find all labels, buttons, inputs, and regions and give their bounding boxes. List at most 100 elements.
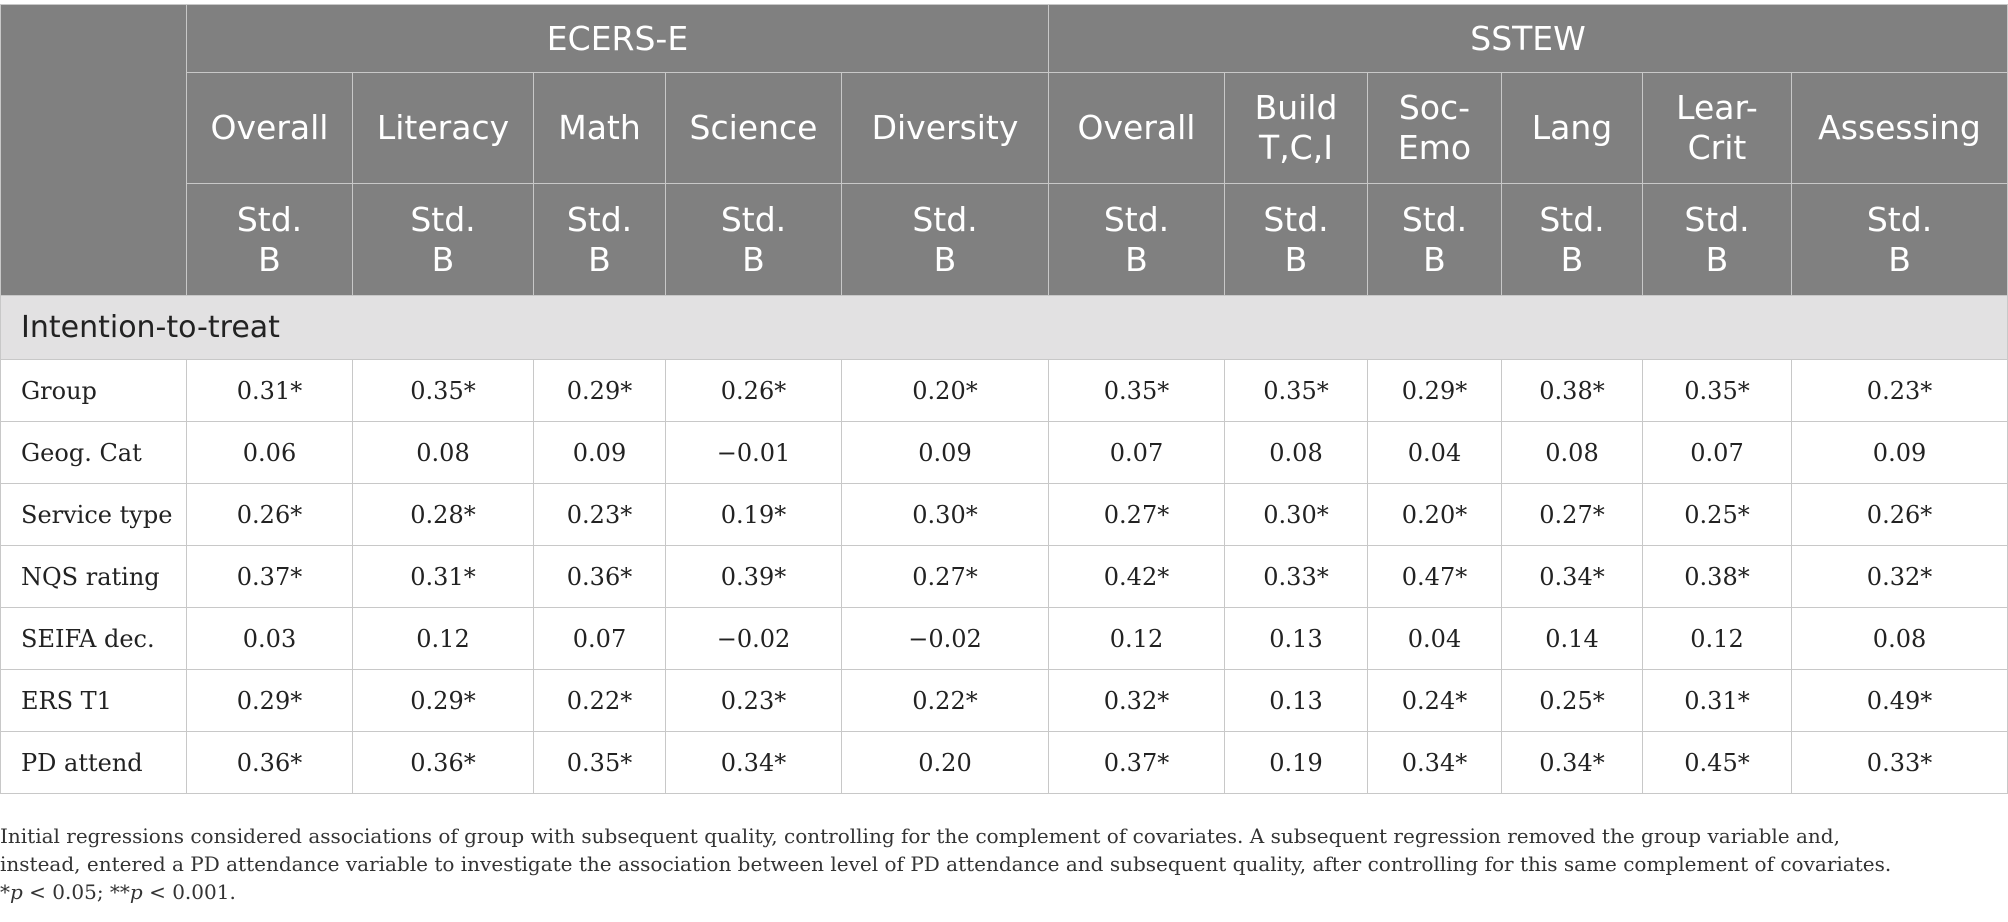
table-cell: 0.29* xyxy=(533,359,666,422)
column-header-text: T,C,I xyxy=(1259,128,1333,167)
stat-header-text: B xyxy=(431,239,455,279)
table-cell: 0.23* xyxy=(1790,359,2008,422)
table-cell: 0.19 xyxy=(1224,731,1368,794)
table-cell: 0.07 xyxy=(1048,421,1225,484)
stat-header-text: B xyxy=(258,239,281,279)
stat-header-text: B xyxy=(1560,239,1584,279)
table-cell: 0.34* xyxy=(1501,731,1643,794)
table-body: Intention-to-treat Group 0.31* 0.35* 0.29* 0… xyxy=(0,295,2008,794)
stat-header-text: Std. xyxy=(1684,199,1750,239)
row-label: Service type xyxy=(0,483,187,546)
column-header: Soc- Emo xyxy=(1367,72,1502,184)
table-cell: 0.32* xyxy=(1048,669,1225,732)
table-cell: 0.08 xyxy=(1224,421,1368,484)
column-header: Assessing xyxy=(1790,72,2008,184)
table-cell: 0.09 xyxy=(841,421,1049,484)
table-cell: 0.38* xyxy=(1501,359,1643,422)
table-cell: 0.13 xyxy=(1224,669,1368,732)
row-label: Geog. Cat xyxy=(0,421,187,484)
row-label: SEIFA dec. xyxy=(0,607,187,670)
stat-header: Std. B xyxy=(1501,183,1643,296)
column-header-text: Literacy xyxy=(376,108,510,147)
table-cell: 0.26* xyxy=(665,359,842,422)
stat-header: Std. B xyxy=(186,183,353,296)
table-header: ECERS-E SSTEW Overall Literacy Math Science… xyxy=(0,4,2008,296)
table-cell: 0.33* xyxy=(1224,545,1368,608)
group-header-sstew: SSTEW xyxy=(1047,4,2008,73)
table-cell: 0.26* xyxy=(186,483,353,546)
subheader-row: Overall Literacy Math Science Diversity Overa… xyxy=(1,72,2008,184)
group-header-row: ECERS-E SSTEW xyxy=(0,4,2008,296)
column-header-text: Overall xyxy=(210,108,329,147)
table-cell: 0.28* xyxy=(352,483,534,546)
column-header-text: Lang xyxy=(1531,108,1613,147)
stat-header: Std. B xyxy=(352,183,534,296)
column-header: Diversity xyxy=(841,72,1049,184)
table-cell: 0.14 xyxy=(1501,607,1643,670)
sig-star-1: * xyxy=(0,880,10,904)
table-cell: 0.25* xyxy=(1642,483,1792,546)
stat-header-text: Std. xyxy=(236,199,303,239)
column-header-text: Emo xyxy=(1397,128,1472,167)
table-cell: 0.13 xyxy=(1224,607,1368,670)
table-cell: 0.27* xyxy=(1048,483,1225,546)
sig-p-1: p xyxy=(10,880,23,904)
stat-header-text: Std. xyxy=(1263,199,1329,239)
table-cell: 0.49* xyxy=(1790,669,2008,732)
table-cell: 0.31* xyxy=(1642,669,1792,732)
column-header-text: Overall xyxy=(1077,108,1196,147)
column-header: Overall xyxy=(186,72,353,184)
table-cell: 0.31* xyxy=(186,359,353,422)
note-line: instead, entered a PD attendance variabl… xyxy=(0,852,1892,876)
stat-header: Std. B xyxy=(1048,183,1225,296)
table-cell: 0.36* xyxy=(533,545,666,608)
stat-header-text: B xyxy=(1888,239,1911,279)
table-cell: 0.39* xyxy=(665,545,842,608)
column-header: Overall xyxy=(1048,72,1225,184)
table-cell: 0.30* xyxy=(841,483,1049,546)
table-cell: 0.37* xyxy=(186,545,353,608)
table-cell: 0.35* xyxy=(533,731,666,794)
table-cell: 0.20 xyxy=(841,731,1049,794)
column-header: Build T,C,I xyxy=(1224,72,1368,184)
row-label: NQS rating xyxy=(0,545,187,608)
sig-p-2: p xyxy=(129,880,143,904)
table-cell: 0.30* xyxy=(1224,483,1368,546)
table-cell: 0.42* xyxy=(1048,545,1225,608)
table-cell: 0.38* xyxy=(1642,545,1792,608)
column-header-text: Science xyxy=(689,108,818,147)
stat-header-text: B xyxy=(1284,239,1308,279)
table-cell: 0.35* xyxy=(1224,359,1368,422)
table-cell: 0.29* xyxy=(1367,359,1502,422)
table-cell: 0.08 xyxy=(1501,421,1643,484)
table-cell: 0.35* xyxy=(1048,359,1225,422)
table-cell: 0.12 xyxy=(352,607,534,670)
column-header-text: Math xyxy=(558,108,641,147)
stat-header-text: Std. xyxy=(410,199,476,239)
table-cell: 0.36* xyxy=(352,731,534,794)
column-header-text: Crit xyxy=(1687,128,1747,167)
table-row: Group 0.31* 0.35* 0.29* 0.26* 0.20* 0.35* 0.35*… xyxy=(0,359,2008,422)
table-row: Service type 0.26* 0.28* 0.23* 0.19* 0.30* 0.2… xyxy=(0,483,2008,546)
stat-header-text: Std. xyxy=(912,199,978,239)
stat-header: Std. B xyxy=(1642,183,1792,296)
table-cell: 0.35* xyxy=(1642,359,1792,422)
column-header: Lang xyxy=(1501,72,1643,184)
table-cell: 0.34* xyxy=(665,731,842,794)
table-cell: 0.06 xyxy=(186,421,353,484)
sig-threshold-2: < 0.001. xyxy=(142,880,236,904)
stat-header-text: Std. xyxy=(720,199,787,239)
sig-star-2: ** xyxy=(109,880,130,904)
table-cell: 0.33* xyxy=(1790,731,2008,794)
column-header: Science xyxy=(665,72,842,184)
table-cell: 0.04 xyxy=(1367,607,1502,670)
column-header-text: Diversity xyxy=(871,108,1019,147)
stat-header: Std. B xyxy=(665,183,842,296)
table-cell: 0.45* xyxy=(1642,731,1792,794)
stat-header-text: B xyxy=(1705,239,1729,279)
stat-header: Std. B xyxy=(841,183,1049,296)
stat-header-text: B xyxy=(1125,239,1148,279)
significance-note: *p < 0.05; **p < 0.001. xyxy=(0,878,2000,906)
regression-table: ECERS-E SSTEW Overall Literacy Math Science… xyxy=(0,4,2008,794)
stat-header: Std. B xyxy=(533,183,666,296)
